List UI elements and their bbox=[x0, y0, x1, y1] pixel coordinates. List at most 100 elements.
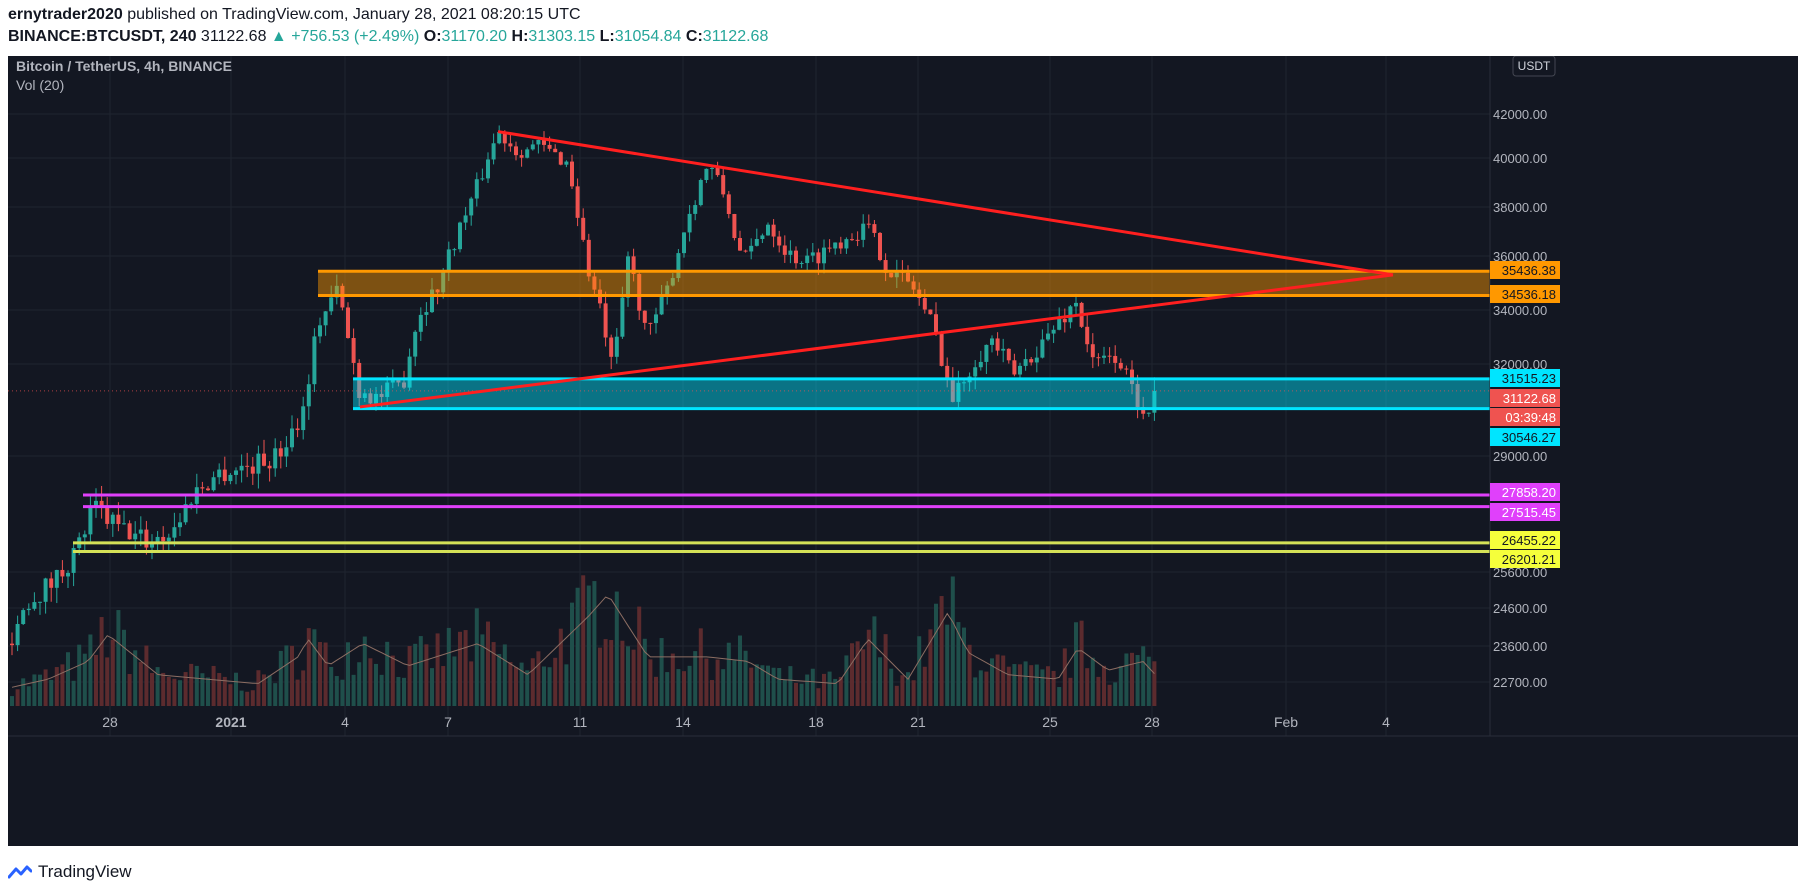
candle-body bbox=[116, 514, 121, 525]
candle-body bbox=[519, 155, 524, 158]
volume-bar bbox=[715, 659, 720, 706]
volume-bar bbox=[82, 653, 87, 706]
candle-body bbox=[1085, 326, 1090, 345]
candle-body bbox=[1124, 368, 1129, 370]
candle-body bbox=[564, 161, 569, 165]
candles bbox=[10, 125, 1157, 656]
trendline-upper[interactable] bbox=[497, 130, 1394, 277]
candle-body bbox=[693, 205, 698, 214]
volume-bar bbox=[850, 643, 854, 706]
price-axis[interactable]: 42000.00 40000.00 38000.00 36000.00 34000.00… bbox=[1493, 107, 1547, 690]
candle-body bbox=[66, 572, 70, 577]
price-change: ▲ +756.53 (+2.49%) bbox=[270, 28, 420, 45]
candle-body bbox=[396, 378, 401, 383]
time-axis-label: 11 bbox=[573, 714, 588, 730]
candle-body bbox=[743, 250, 748, 252]
candle-body bbox=[82, 534, 87, 538]
volume-bar bbox=[889, 668, 894, 706]
volume-bar bbox=[458, 631, 462, 706]
candle-body bbox=[1068, 306, 1073, 323]
candle-body bbox=[105, 507, 110, 524]
time-axis[interactable]: 28 2021 4 7 11 14 18 21 25 28 Feb 4 bbox=[102, 714, 1390, 730]
price-tag-label: 26455.22 bbox=[1502, 533, 1556, 548]
volume-bar bbox=[777, 667, 782, 706]
candle-body bbox=[474, 179, 479, 199]
currency-badge-label: USDT bbox=[1518, 59, 1551, 73]
candle-body bbox=[614, 336, 619, 357]
candle-body bbox=[480, 178, 485, 180]
zones bbox=[318, 269, 1490, 411]
tradingview-brand[interactable]: TradingView bbox=[38, 862, 132, 881]
volume-bar bbox=[435, 633, 440, 706]
volume-bar bbox=[743, 650, 748, 706]
volume-bar bbox=[1040, 669, 1045, 706]
volume-bar bbox=[418, 636, 423, 706]
candle-body bbox=[71, 548, 76, 573]
candle-body bbox=[346, 307, 350, 339]
footer: TradingView bbox=[8, 858, 132, 886]
chart-frame[interactable]: 42000.00 40000.00 38000.00 36000.00 34000.00… bbox=[8, 56, 1798, 846]
volume-bar bbox=[738, 635, 742, 706]
candle-body bbox=[390, 378, 395, 383]
volume-bar bbox=[94, 654, 98, 706]
candle-body bbox=[1135, 384, 1140, 408]
candle-body bbox=[850, 239, 854, 241]
high-value: 31303.15 bbox=[528, 28, 596, 45]
price-tags: 35436.38 34536.18 31515.23 31122.68 03:39:48… bbox=[1490, 261, 1560, 568]
price-chart[interactable]: 42000.00 40000.00 38000.00 36000.00 34000.00… bbox=[8, 56, 1798, 846]
candle-body bbox=[906, 272, 910, 282]
volume-bar bbox=[340, 679, 345, 706]
volume-bar bbox=[452, 656, 457, 706]
candle-body bbox=[962, 382, 966, 384]
candle-body bbox=[1146, 412, 1151, 414]
candle-body bbox=[374, 393, 378, 404]
candle-body bbox=[934, 314, 938, 334]
volume-bar bbox=[917, 636, 922, 706]
author-name[interactable]: ernytrader2020 bbox=[8, 6, 123, 23]
volume-bar bbox=[878, 657, 882, 706]
volume-bar bbox=[794, 682, 798, 706]
candle-body bbox=[469, 198, 474, 216]
volume-bar bbox=[978, 670, 983, 706]
volume-bar bbox=[710, 680, 714, 706]
volume-bar bbox=[1001, 655, 1006, 706]
volume-bar bbox=[144, 645, 149, 706]
candle-body bbox=[956, 382, 961, 402]
candle-body bbox=[536, 139, 541, 145]
price-tag-label: 31122.68 bbox=[1503, 391, 1556, 406]
volume-bar bbox=[844, 655, 849, 706]
volume-bar bbox=[278, 650, 283, 706]
volume-bar bbox=[222, 676, 227, 706]
volume-bar bbox=[1107, 684, 1112, 706]
volume-bar bbox=[732, 660, 737, 706]
time-axis-label: 25 bbox=[1042, 714, 1058, 730]
volume-bar bbox=[497, 654, 502, 706]
candle-body bbox=[760, 235, 765, 240]
currency-badge[interactable] bbox=[1512, 56, 1556, 77]
volume-bar bbox=[362, 636, 367, 706]
time-axis-label: 28 bbox=[1144, 714, 1160, 730]
volume-bar bbox=[838, 676, 843, 706]
candle-body bbox=[626, 256, 630, 298]
volume-bar bbox=[26, 686, 31, 706]
trendline-lower[interactable] bbox=[359, 273, 1394, 409]
candle-body bbox=[715, 167, 720, 176]
volume-bar bbox=[10, 696, 14, 706]
tradingview-logo-icon bbox=[8, 865, 32, 879]
volume-bar bbox=[833, 678, 838, 706]
candle-body bbox=[771, 224, 776, 237]
quote-line: BINANCE:BTCUSDT, 240 31122.68 ▲ +756.53 … bbox=[8, 26, 1798, 48]
candle-body bbox=[833, 242, 838, 249]
candle-body bbox=[306, 384, 311, 407]
volume-bar bbox=[486, 621, 490, 706]
candle-body bbox=[166, 537, 171, 542]
levels bbox=[8, 390, 1490, 553]
candle-body bbox=[777, 236, 782, 246]
price-axis-label: 36000.00 bbox=[1493, 249, 1547, 264]
volume-bar bbox=[1074, 622, 1078, 706]
candle-body bbox=[206, 488, 210, 491]
volume-bar bbox=[973, 677, 978, 706]
low-label: L: bbox=[599, 28, 615, 45]
candle-body bbox=[452, 249, 457, 251]
candle-body bbox=[805, 255, 810, 264]
